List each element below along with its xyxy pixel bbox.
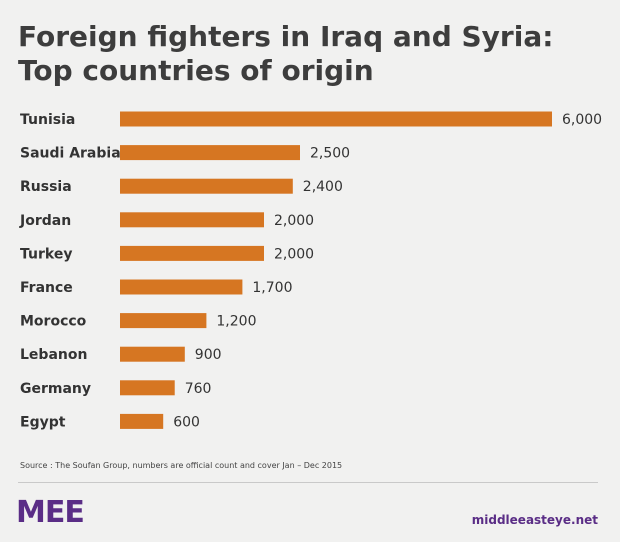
category-label: Tunisia bbox=[20, 112, 75, 128]
bar bbox=[120, 212, 264, 228]
category-label: Egypt bbox=[20, 414, 66, 430]
source-note: Source : The Soufan Group, numbers are o… bbox=[20, 461, 343, 470]
category-label: Germany bbox=[20, 381, 91, 397]
category-label: Turkey bbox=[20, 246, 72, 262]
mee-logo[interactable]: MEE bbox=[16, 495, 85, 530]
bar-chart: Tunisia 6,000 Saudi Arabia 2,500 Russia 2,400… bbox=[19, 111, 602, 430]
chart-title-line-1: Foreign fighters in Iraq and Syria: bbox=[18, 20, 554, 53]
value-label: 600 bbox=[173, 414, 200, 430]
site-url[interactable]: middleeasteye.net bbox=[471, 513, 598, 527]
category-label: Russia bbox=[20, 179, 72, 195]
value-label: 760 bbox=[185, 381, 212, 397]
value-label: 1,200 bbox=[216, 314, 256, 330]
bar bbox=[120, 346, 185, 362]
bar bbox=[120, 178, 293, 194]
bar bbox=[120, 380, 175, 396]
category-label: Lebanon bbox=[20, 347, 87, 363]
category-label: France bbox=[20, 280, 73, 296]
value-label: 6,000 bbox=[562, 112, 602, 128]
value-label: 2,000 bbox=[274, 246, 314, 262]
value-label: 2,400 bbox=[303, 179, 343, 195]
chart-title-line-2: Top countries of origin bbox=[18, 54, 374, 87]
value-label: 2,500 bbox=[310, 146, 350, 162]
bar bbox=[120, 413, 164, 429]
bar bbox=[120, 145, 300, 161]
value-label: 900 bbox=[195, 347, 222, 363]
value-label: 1,700 bbox=[252, 280, 292, 296]
bar bbox=[120, 313, 207, 329]
category-label: Saudi Arabia bbox=[20, 146, 121, 162]
value-label: 2,000 bbox=[274, 213, 314, 229]
bar bbox=[120, 245, 264, 261]
bar bbox=[120, 279, 243, 295]
category-label: Jordan bbox=[19, 213, 71, 229]
chart-title: Foreign fighters in Iraq and Syria: Top … bbox=[18, 20, 608, 88]
footer-divider bbox=[18, 482, 598, 483]
category-label: Morocco bbox=[20, 314, 87, 330]
bar bbox=[120, 111, 552, 127]
